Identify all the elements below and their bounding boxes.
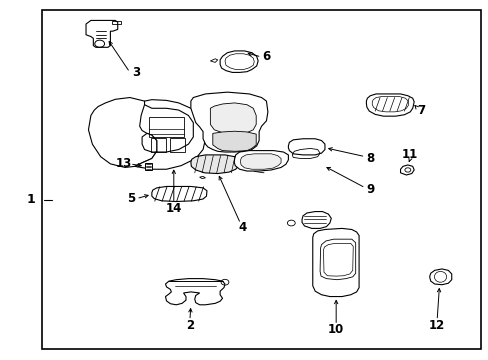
Polygon shape: [312, 228, 358, 297]
Polygon shape: [234, 150, 288, 171]
Polygon shape: [135, 100, 205, 169]
Polygon shape: [240, 154, 281, 169]
Bar: [170, 138, 184, 152]
Polygon shape: [212, 131, 256, 151]
Text: 9: 9: [366, 183, 374, 196]
Text: 14: 14: [165, 202, 182, 215]
Polygon shape: [190, 92, 267, 152]
Polygon shape: [88, 98, 157, 167]
Polygon shape: [145, 163, 152, 170]
Text: 8: 8: [366, 152, 374, 165]
Text: 12: 12: [428, 319, 444, 332]
Text: 5: 5: [127, 192, 135, 205]
Text: 1: 1: [26, 193, 35, 206]
Text: 2: 2: [185, 319, 194, 332]
Text: 7: 7: [416, 104, 424, 117]
Bar: [151, 138, 165, 152]
Bar: [149, 117, 183, 137]
Text: 3: 3: [132, 66, 140, 79]
Text: 4: 4: [239, 221, 246, 234]
Polygon shape: [190, 155, 238, 174]
Text: 10: 10: [327, 323, 344, 336]
Polygon shape: [152, 186, 206, 202]
Text: 11: 11: [401, 148, 418, 161]
Text: 13: 13: [115, 157, 131, 170]
Bar: [112, 21, 121, 24]
Text: 6: 6: [262, 50, 270, 63]
Polygon shape: [210, 103, 256, 134]
